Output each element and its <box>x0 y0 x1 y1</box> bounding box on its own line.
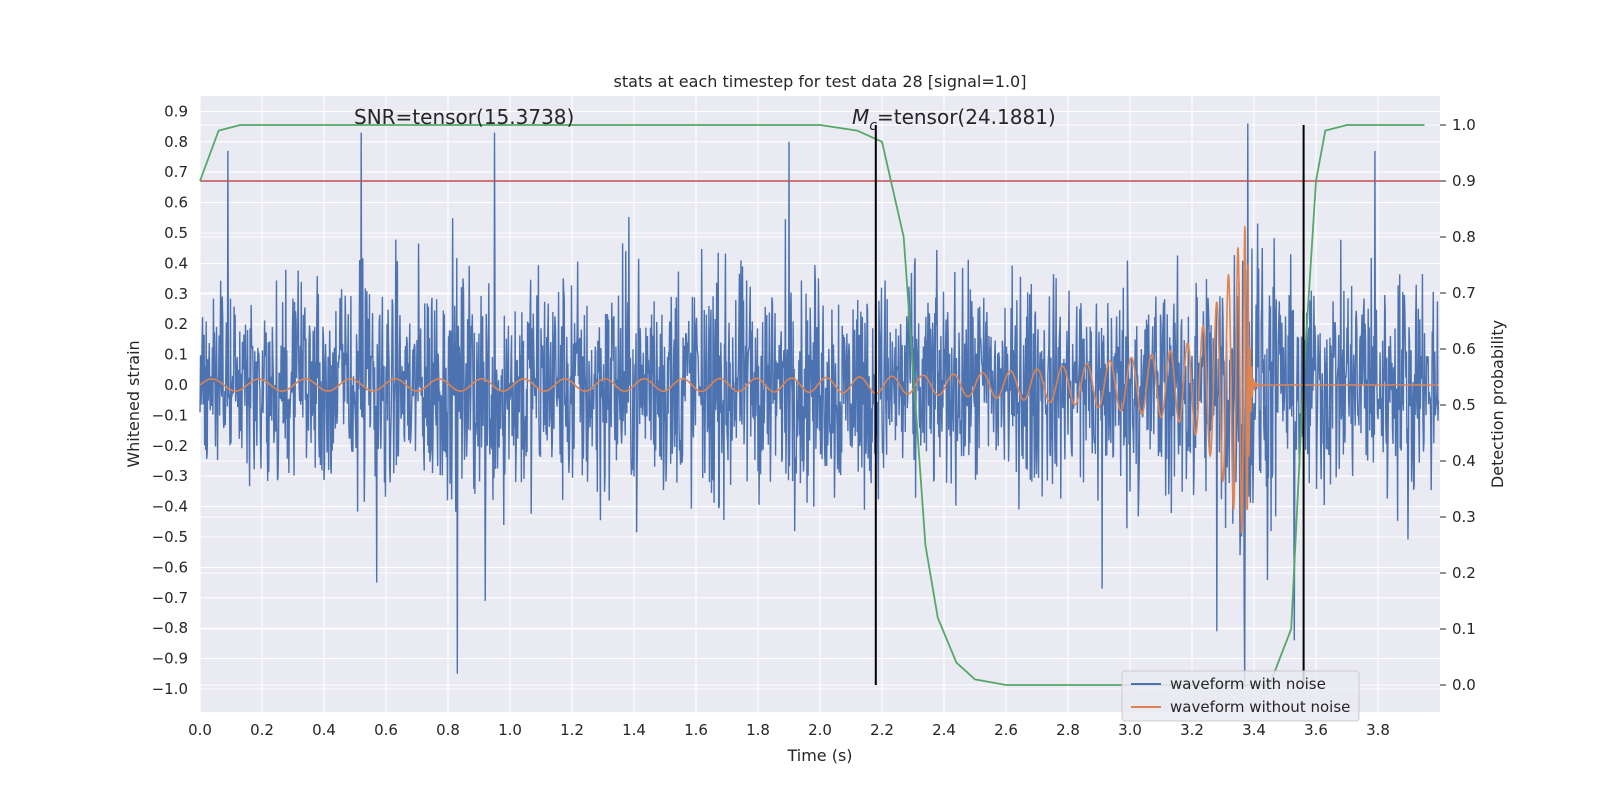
y-tick-label: 0.1 <box>164 346 188 364</box>
chirp-mass-value: =tensor(24.1881) <box>877 105 1056 129</box>
legend: waveform with noise waveform without noi… <box>1121 670 1360 722</box>
x-tick-label: 0.2 <box>250 721 274 739</box>
y-tick-label: 0.9 <box>164 102 188 120</box>
y2-tick-label: 0.3 <box>1452 508 1476 526</box>
y2-tick-label: 0.0 <box>1452 676 1476 694</box>
y-tick-label: 0.0 <box>164 376 188 394</box>
chart-title: stats at each timestep for test data 28 … <box>614 72 1027 91</box>
waveform-with-noise-line <box>199 123 1440 683</box>
y-tick-label: −0.8 <box>152 619 188 637</box>
y-tick-label: −1.0 <box>152 680 188 698</box>
chirp-mass-annotation: Mc=tensor(24.1881) <box>852 105 1056 134</box>
detection-probability-line <box>199 124 1425 686</box>
x-tick-label: 3.6 <box>1304 721 1328 739</box>
x-tick-label: 2.0 <box>808 721 832 739</box>
legend-label-noisy: waveform with noise <box>1170 675 1326 693</box>
y-tick-label: −0.9 <box>152 650 188 668</box>
x-tick-label: 2.4 <box>932 721 956 739</box>
x-tick-label: 1.8 <box>746 721 770 739</box>
y-tick-label: 0.3 <box>164 285 188 303</box>
y-tick-label: −0.6 <box>152 558 188 576</box>
x-tick-label: 1.2 <box>560 721 584 739</box>
y-axis-right: 1.0 0.9 0.8 0.7 0.6 0.5 0.4 0.3 0.2 0.1 0.0 <box>1440 116 1476 694</box>
y2-tick-label: 0.1 <box>1452 620 1476 638</box>
x-tick-label: 0.8 <box>436 721 460 739</box>
legend-label-clean: waveform without noise <box>1170 698 1350 716</box>
y-tick-label: −0.5 <box>152 528 188 546</box>
y-axis-left: 0.9 0.8 0.7 0.6 0.5 0.4 0.3 0.2 0.1 0.0 −0.1 −0.2 −0… <box>152 102 188 698</box>
y2-tick-label: 0.4 <box>1452 452 1476 470</box>
x-tick-label: 2.6 <box>994 721 1018 739</box>
y2-tick-label: 0.7 <box>1452 284 1476 302</box>
y-tick-label: −0.3 <box>152 467 188 485</box>
x-tick-label: 3.0 <box>1118 721 1142 739</box>
y-axis-label: Whitened strain <box>124 340 143 467</box>
x-axis-label: Time (s) <box>786 746 852 765</box>
snr-annotation: SNR=tensor(15.3738) <box>354 105 574 129</box>
y2-tick-label: 1.0 <box>1452 116 1476 134</box>
waveform-without-noise-line <box>199 225 1439 534</box>
y-tick-label: 0.5 <box>164 224 188 242</box>
x-tick-label: 1.4 <box>622 721 646 739</box>
y-tick-label: 0.2 <box>164 315 188 333</box>
x-tick-label: 0.6 <box>374 721 398 739</box>
x-tick-label: 3.8 <box>1366 721 1390 739</box>
y2-axis-label: Detection probability <box>1488 320 1507 488</box>
y2-tick-label: 0.5 <box>1452 396 1476 414</box>
y-tick-label: 0.6 <box>164 194 188 212</box>
y-tick-label: −0.4 <box>152 498 188 516</box>
y-tick-label: 0.8 <box>164 133 188 151</box>
y-tick-label: −0.7 <box>152 589 188 607</box>
y2-tick-label: 0.6 <box>1452 340 1476 358</box>
x-tick-label: 1.6 <box>684 721 708 739</box>
x-axis: 0.0 0.2 0.4 0.6 0.8 1.0 1.2 1.4 1.6 1.8 2.0 2.2 2.4 2… <box>188 721 1390 739</box>
y2-tick-label: 0.2 <box>1452 564 1476 582</box>
x-tick-label: 3.2 <box>1180 721 1204 739</box>
x-tick-label: 3.4 <box>1242 721 1266 739</box>
y-tick-label: −0.2 <box>152 437 188 455</box>
y-tick-label: 0.4 <box>164 254 188 272</box>
chirp-mass-subscript: c <box>869 118 877 134</box>
legend-frame <box>1121 670 1360 722</box>
x-tick-label: 1.0 <box>498 721 522 739</box>
x-tick-label: 2.2 <box>870 721 894 739</box>
series-layer <box>199 123 1440 686</box>
x-tick-label: 0.4 <box>312 721 336 739</box>
x-tick-label: 2.8 <box>1056 721 1080 739</box>
y2-tick-label: 0.8 <box>1452 228 1476 246</box>
chirp-mass-symbol: M <box>852 105 869 129</box>
y-tick-label: −0.1 <box>152 406 188 424</box>
y-tick-label: 0.7 <box>164 163 188 181</box>
y2-tick-label: 0.9 <box>1452 172 1476 190</box>
x-tick-label: 0.0 <box>188 721 212 739</box>
